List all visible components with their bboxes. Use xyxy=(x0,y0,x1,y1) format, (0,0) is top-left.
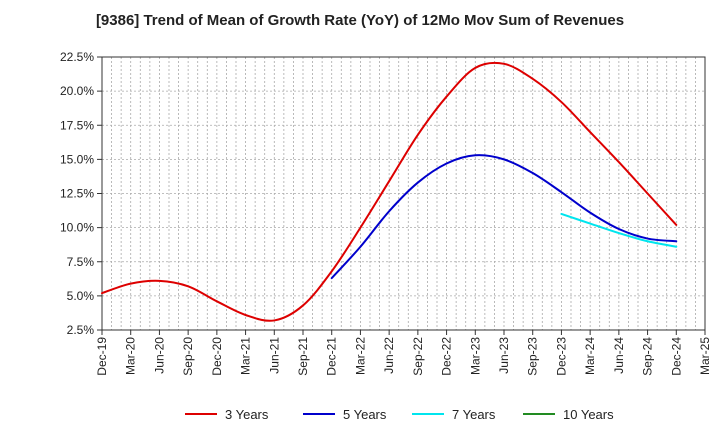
series-line-5-years xyxy=(330,154,678,280)
legend-label-3-years: 3 Years xyxy=(225,407,269,422)
series-line-3-years xyxy=(101,61,678,322)
x-tick-label: Mar-21 xyxy=(239,337,253,375)
x-tick-label: Mar-25 xyxy=(698,337,712,375)
x-tick-label: Dec-19 xyxy=(95,337,109,376)
x-tick-label: Mar-22 xyxy=(353,337,367,375)
x-tick-label: Jun-23 xyxy=(497,337,511,374)
y-tick-label: 7.5% xyxy=(67,255,95,269)
x-tick-label: Sep-23 xyxy=(526,337,540,376)
x-tick-label: Dec-23 xyxy=(554,337,568,376)
x-tick-label: Sep-20 xyxy=(181,337,195,376)
x-tick-label: Mar-20 xyxy=(124,337,138,375)
x-tick-label: Dec-20 xyxy=(210,337,224,376)
legend-label-10-years: 10 Years xyxy=(563,407,614,422)
x-tick-label: Dec-24 xyxy=(669,337,683,376)
chart-title: [9386] Trend of Mean of Growth Rate (YoY… xyxy=(95,12,625,29)
y-tick-label: 20.0% xyxy=(60,84,94,98)
y-tick-label: 15.0% xyxy=(60,152,94,166)
x-tick-label: Jun-22 xyxy=(382,337,396,374)
x-tick-label: Dec-22 xyxy=(440,337,454,376)
y-tick-label: 17.5% xyxy=(60,118,94,132)
x-tick-label: Sep-21 xyxy=(296,337,310,376)
x-tick-label: Sep-22 xyxy=(411,337,425,376)
x-tick-label: Jun-20 xyxy=(152,337,166,374)
y-tick-label: 10.0% xyxy=(60,221,94,235)
x-tick-label: Mar-24 xyxy=(583,337,597,375)
x-tick-label: Mar-23 xyxy=(468,337,482,375)
legend-label-7-years: 7 Years xyxy=(452,407,496,422)
x-tick-label: Dec-21 xyxy=(325,337,339,376)
plot-frame xyxy=(101,56,706,331)
x-tick-label: Jun-24 xyxy=(612,337,626,374)
series-line-7-years xyxy=(560,212,678,248)
y-tick-label: 2.5% xyxy=(67,323,95,337)
legend-label-5-years: 5 Years xyxy=(343,407,387,422)
x-tick-label: Jun-21 xyxy=(267,337,281,374)
y-tick-label: 22.5% xyxy=(60,50,94,64)
y-tick-label: 12.5% xyxy=(60,187,94,201)
y-tick-label: 5.0% xyxy=(67,289,95,303)
x-tick-label: Sep-24 xyxy=(641,337,655,376)
